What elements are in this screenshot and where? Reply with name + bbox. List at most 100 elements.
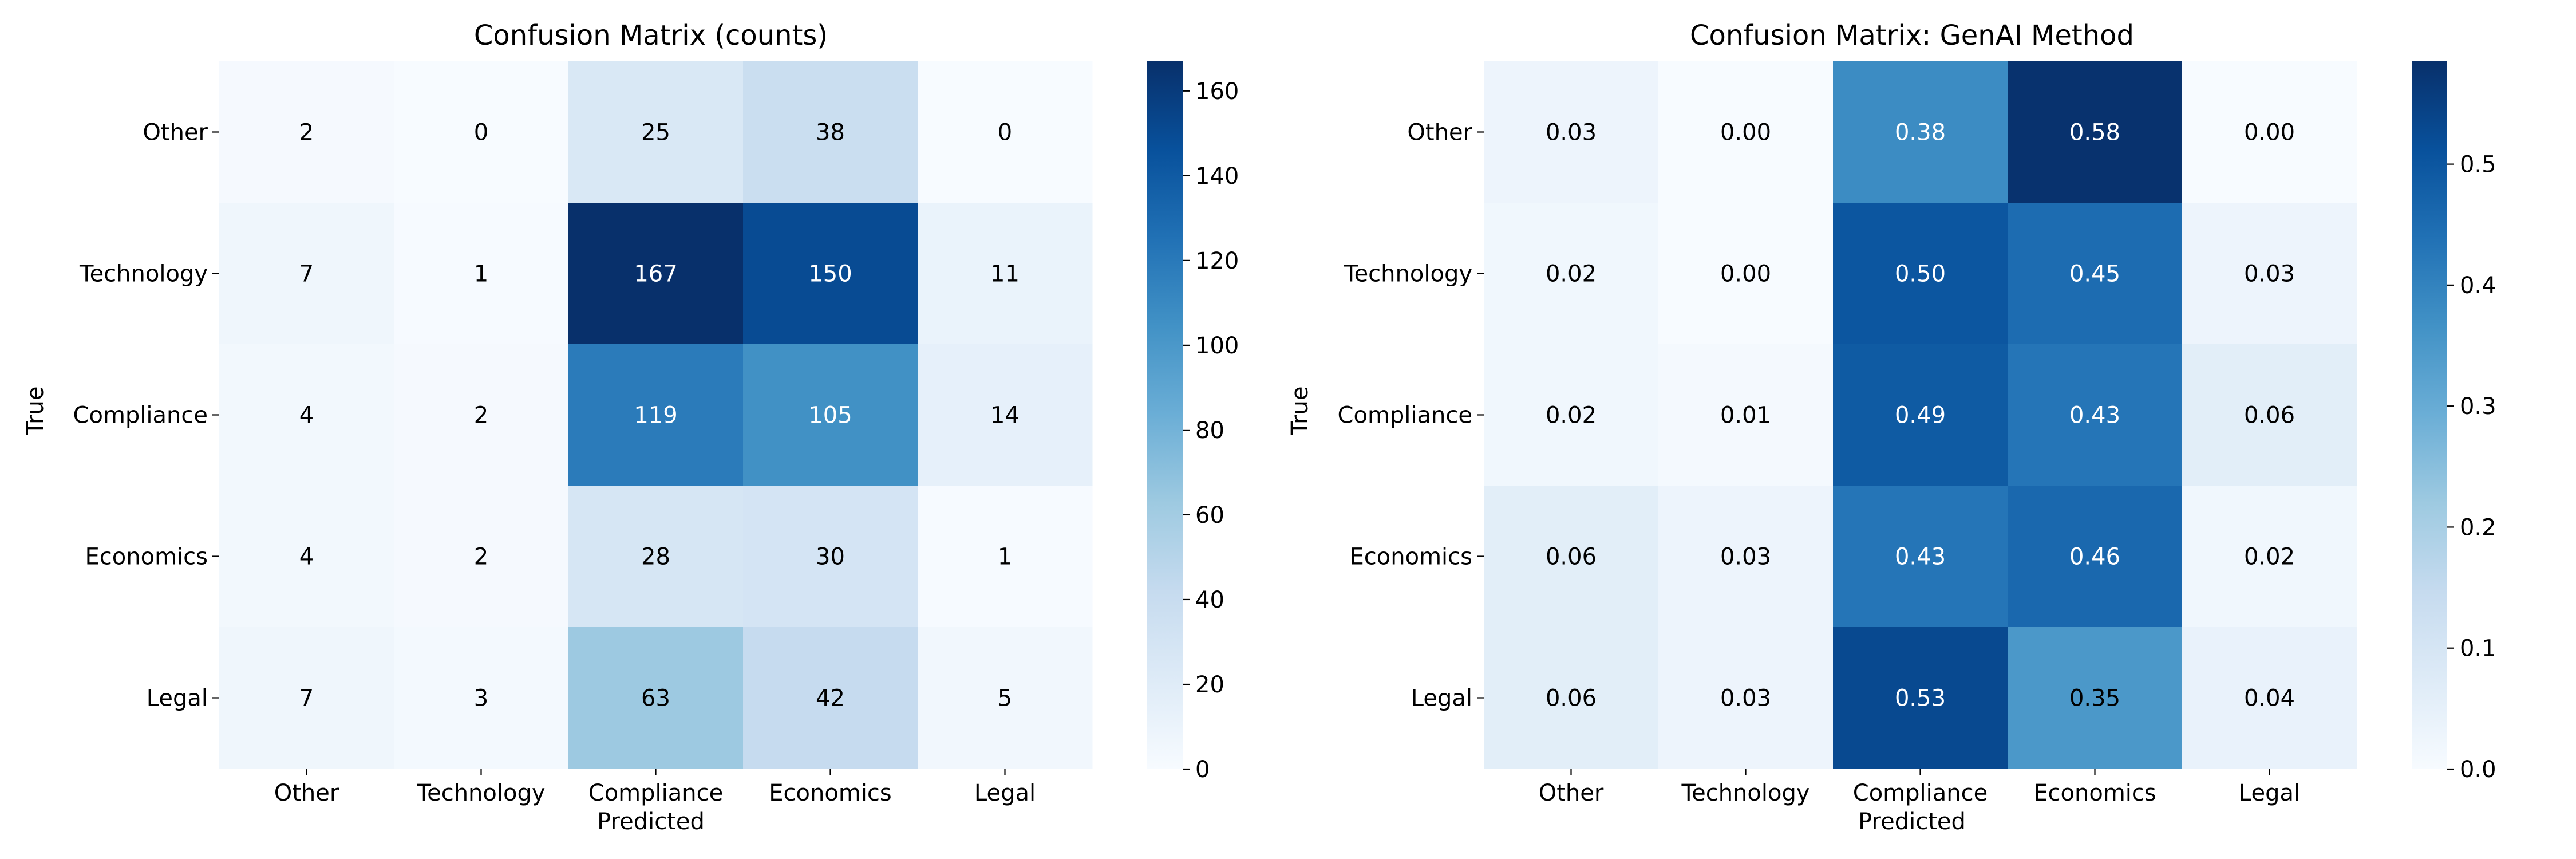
heatmap-cell: [1484, 203, 1659, 345]
cell-value-label: 14: [990, 403, 1020, 429]
colorbar-tick-label: 40: [1195, 587, 1224, 613]
colorbar-gradient: [2412, 61, 2447, 769]
heatmap-cell: [1833, 344, 2008, 486]
y-axis-label: True: [1287, 387, 1313, 436]
heatmap-cell: [2182, 344, 2357, 486]
heatmap-cell: [1833, 61, 2008, 203]
heatmap-cell: [568, 61, 744, 203]
cell-value-label: 0.46: [2069, 544, 2120, 570]
colorbar: 0.0 0.1 0.2 0.3 0.4 0.5: [2412, 61, 2496, 783]
chart-title: Confusion Matrix: GenAI Method: [1690, 19, 2134, 52]
heatmap-cell: [394, 344, 569, 486]
heatmap-cell: [743, 61, 918, 203]
heatmap-cell: [1658, 203, 1834, 345]
heatmap-cell: [2008, 61, 2183, 203]
y-tick-label: Other: [143, 120, 208, 146]
cell-value-label: 42: [816, 685, 845, 712]
cell-value-label: 3: [474, 685, 488, 712]
heatmap-cell: [1833, 203, 2008, 345]
cell-value-label: 0.45: [2069, 261, 2120, 287]
colorbar-tick-label: 0.3: [2460, 393, 2496, 420]
heatmap-cell: [2008, 486, 2183, 628]
cell-value-label: 38: [816, 120, 845, 146]
cell-value-label: 2: [474, 544, 488, 570]
x-tick-label: Economics: [769, 780, 891, 806]
heatmap-cell: [394, 203, 569, 345]
cell-value-label: 2: [299, 120, 314, 146]
cell-value-label: 0.43: [2069, 403, 2120, 429]
chart-title: Confusion Matrix (counts): [474, 19, 828, 52]
heatmap-cells: 2 0 25 38 07 1 167 150 114 2 119 105 144 2 28 30 17 3 63 42…: [219, 61, 1093, 769]
y-tick-label: Technology: [1344, 261, 1472, 287]
y-tick-label: Economics: [1350, 544, 1472, 570]
heatmap-cell: [743, 203, 918, 345]
heatmap-cell: [1658, 61, 1834, 203]
heatmap-cell: [2008, 344, 2183, 486]
x-tick-label: Legal: [2239, 780, 2300, 806]
x-axis-ticks: Other Technology Compliance Economics Legal: [1539, 769, 2300, 806]
cell-value-label: 0.00: [1720, 261, 1771, 287]
cell-value-label: 0.38: [1895, 120, 1946, 146]
colorbar-tick-label: 0.1: [2460, 636, 2496, 662]
colorbar-tick-label: 0.5: [2460, 152, 2496, 178]
heatmap-cell: [918, 344, 1093, 486]
cell-value-label: 4: [299, 544, 314, 570]
cell-value-label: 0.53: [1895, 685, 1946, 712]
heatmap-cell: [1833, 486, 2008, 628]
cell-value-label: 0.58: [2069, 120, 2120, 146]
cell-value-label: 0: [998, 120, 1012, 146]
heatmap-cell: [568, 627, 744, 769]
cell-value-label: 105: [808, 403, 852, 429]
cell-value-label: 0.49: [1895, 403, 1946, 429]
heatmap-cell: [918, 61, 1093, 203]
cell-value-label: 0: [474, 120, 488, 146]
cell-value-label: 5: [998, 685, 1012, 712]
cell-value-label: 0.03: [1720, 685, 1771, 712]
cell-value-label: 0.35: [2069, 685, 2120, 712]
y-tick-label: Economics: [85, 544, 208, 570]
x-tick-label: Economics: [2033, 780, 2156, 806]
colorbar-tick-label: 80: [1195, 417, 1224, 444]
y-axis-ticks: Other Technology Compliance Economics Legal: [1338, 120, 1484, 712]
heatmap-cell: [219, 486, 394, 628]
cell-value-label: 167: [634, 261, 677, 287]
cell-value-label: 0.03: [2244, 261, 2295, 287]
cell-value-label: 150: [808, 261, 852, 287]
heatmap-cell: [568, 203, 744, 345]
heatmap-cell: [1484, 61, 1659, 203]
x-tick-label: Compliance: [1853, 780, 1988, 806]
heatmap-cell: [394, 627, 569, 769]
colorbar-tick-label: 0: [1195, 756, 1210, 783]
cell-value-label: 0.43: [1895, 544, 1946, 570]
heatmap-cell: [568, 486, 744, 628]
heatmap-cell: [2008, 203, 2183, 345]
heatmap-cell: [1658, 486, 1834, 628]
heatmap-cell: [219, 203, 394, 345]
cell-value-label: 0.06: [1546, 685, 1597, 712]
cell-value-label: 0.02: [1546, 403, 1597, 429]
cell-value-label: 0.50: [1895, 261, 1946, 287]
cell-value-label: 1: [998, 544, 1012, 570]
x-axis-ticks: Other Technology Compliance Economics Legal: [274, 769, 1036, 806]
heatmap-cell: [219, 627, 394, 769]
cell-value-label: 28: [641, 544, 670, 570]
colorbar-tick-label: 160: [1195, 78, 1239, 105]
heatmap-cell: [1484, 486, 1659, 628]
cell-value-label: 30: [816, 544, 845, 570]
heatmap-cell: [918, 627, 1093, 769]
y-tick-label: Technology: [79, 261, 208, 287]
cell-value-label: 2: [474, 403, 488, 429]
cell-value-label: 0.06: [2244, 403, 2295, 429]
cell-value-label: 0.02: [1546, 261, 1597, 287]
heatmap-cell: [2182, 203, 2357, 345]
y-tick-label: Other: [1407, 120, 1472, 146]
heatmap-cell: [1658, 627, 1834, 769]
heatmap-cell: [1658, 344, 1834, 486]
heatmap-cell: [2182, 627, 2357, 769]
colorbar-tick-label: 0.0: [2460, 756, 2496, 783]
cell-value-label: 0.03: [1720, 544, 1771, 570]
heatmap-cells: 0.03 0.00 0.38 0.58 0.00 0.02 0.00 0.50 0.45 0.03…: [1484, 61, 2357, 769]
cell-value-label: 25: [641, 120, 670, 146]
colorbar-tick-label: 140: [1195, 163, 1239, 190]
